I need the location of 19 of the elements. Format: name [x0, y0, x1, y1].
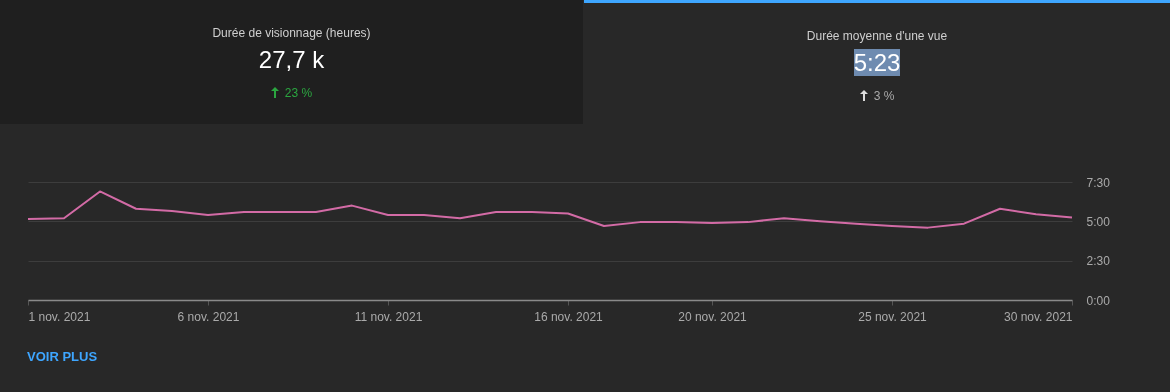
- text: 27,7 k: [258, 46, 325, 73]
- x-tick-label: 20 nov. 2021: [678, 309, 748, 324]
- text: 3 %: [873, 89, 895, 103]
- text: Durée de visionnage (heures): [211, 26, 372, 40]
- text: Durée moyenne d'une vue: [805, 29, 949, 43]
- text: VOIR PLUS: [27, 349, 98, 364]
- y-tick-label: 5:00: [1086, 214, 1111, 229]
- text: 5:23: [853, 49, 901, 76]
- x-tick-label: 16 nov. 2021: [534, 309, 604, 324]
- y-tick-label: 2:30: [1086, 254, 1111, 269]
- text: 23 %: [284, 86, 313, 100]
- line-series: [28, 190, 1073, 229]
- y-tick-label: 7:30: [1086, 175, 1111, 190]
- x-tick-label: 30 nov. 2021: [1003, 309, 1073, 324]
- x-tick-label: 6 nov. 2021: [177, 309, 240, 324]
- x-tick-label: 11 nov. 2021: [354, 309, 423, 324]
- x-tick-label: 1 nov. 2021: [28, 309, 91, 324]
- y-tick-label: 0:00: [1086, 293, 1111, 308]
- x-tick-label: 25 nov. 2021: [858, 309, 928, 324]
